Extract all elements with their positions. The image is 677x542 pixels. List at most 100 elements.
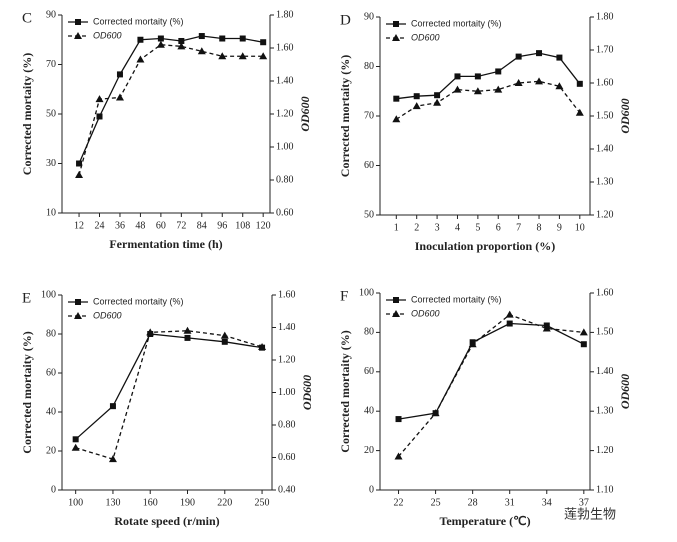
y-tick-label: 20 bbox=[364, 445, 374, 456]
x-tick-label: 108 bbox=[235, 220, 250, 231]
series-line bbox=[78, 35, 264, 164]
x-tick-label: 25 bbox=[431, 497, 441, 508]
x-tick-label: 7 bbox=[516, 222, 521, 233]
marker-triangle bbox=[259, 52, 268, 60]
x-tick-label: 8 bbox=[537, 222, 542, 233]
legend-label: OD600 bbox=[411, 308, 440, 318]
y-tick-label: 10 bbox=[46, 207, 56, 218]
marker-triangle bbox=[473, 87, 482, 95]
x-tick-label: 100 bbox=[68, 497, 83, 508]
legend-marker bbox=[74, 312, 82, 319]
y2-tick-label: 1.00 bbox=[278, 387, 296, 398]
y2-tick-label: 1.30 bbox=[596, 176, 614, 187]
marker-square bbox=[393, 95, 400, 102]
x-tick-label: 120 bbox=[256, 220, 271, 231]
x-tick-label: 3 bbox=[435, 222, 440, 233]
y-tick-label: 80 bbox=[46, 328, 56, 339]
y2-axis-label: OD600 bbox=[298, 96, 312, 131]
marker-triangle bbox=[431, 409, 440, 417]
x-tick-label: 22 bbox=[394, 497, 404, 508]
x-tick-label: 9 bbox=[557, 222, 562, 233]
marker-triangle bbox=[535, 77, 544, 85]
x-tick-label: 2 bbox=[414, 222, 419, 233]
legend-marker bbox=[393, 297, 399, 303]
y2-tick-label: 0.60 bbox=[276, 207, 294, 218]
y-tick-label: 70 bbox=[46, 59, 56, 70]
y-tick-label: 80 bbox=[364, 61, 374, 72]
marker-triangle bbox=[136, 55, 145, 63]
x-tick-label: 31 bbox=[505, 497, 515, 508]
marker-square bbox=[157, 35, 164, 42]
y-tick-label: 50 bbox=[46, 108, 56, 119]
marker-square bbox=[116, 71, 123, 78]
panel-label: C bbox=[22, 10, 32, 26]
marker-triangle bbox=[258, 343, 267, 350]
marker-triangle bbox=[218, 52, 227, 60]
marker-square bbox=[178, 37, 185, 44]
marker-triangle bbox=[108, 455, 117, 463]
marker-triangle bbox=[238, 52, 247, 60]
y-tick-label: 30 bbox=[46, 158, 56, 169]
y-tick-label: 100 bbox=[359, 287, 374, 298]
x-tick-label: 36 bbox=[115, 220, 125, 231]
marker-square bbox=[184, 334, 191, 341]
x-tick-label: 5 bbox=[475, 222, 480, 233]
marker-triangle bbox=[412, 102, 421, 110]
y2-tick-label: 1.20 bbox=[276, 108, 294, 119]
legend-label: Corrected mortaity (%) bbox=[93, 296, 184, 306]
marker-square bbox=[506, 320, 513, 327]
legend-label: Corrected mortaity (%) bbox=[93, 16, 184, 26]
legend-label: OD600 bbox=[93, 310, 122, 320]
marker-triangle bbox=[95, 95, 104, 103]
y2-tick-label: 0.60 bbox=[278, 452, 296, 463]
y-tick-label: 60 bbox=[46, 367, 56, 378]
y2-tick-label: 1.20 bbox=[278, 354, 296, 365]
legend-marker bbox=[393, 21, 399, 27]
y2-tick-label: 1.80 bbox=[596, 11, 614, 22]
x-tick-label: 37 bbox=[579, 497, 589, 508]
marker-triangle bbox=[453, 85, 462, 93]
legend-label: OD600 bbox=[411, 32, 440, 42]
x-tick-label: 48 bbox=[135, 220, 145, 231]
x-tick-label: 34 bbox=[542, 497, 552, 508]
series-line bbox=[395, 80, 581, 120]
marker-square bbox=[536, 50, 543, 57]
y2-tick-label: 1.50 bbox=[596, 327, 614, 338]
y2-tick-label: 1.60 bbox=[596, 77, 614, 88]
y-tick-label: 100 bbox=[41, 289, 56, 300]
marker-triangle bbox=[555, 82, 564, 90]
x-tick-label: 72 bbox=[176, 220, 186, 231]
marker-square bbox=[239, 35, 246, 42]
y-tick-label: 60 bbox=[364, 366, 374, 377]
marker-square bbox=[96, 113, 103, 120]
y2-tick-label: 1.10 bbox=[596, 484, 614, 495]
marker-square bbox=[576, 80, 583, 87]
legend-label: Corrected mortaity (%) bbox=[411, 18, 502, 28]
y2-tick-label: 1.60 bbox=[276, 42, 294, 53]
x-tick-label: 6 bbox=[496, 222, 501, 233]
marker-square bbox=[454, 73, 461, 80]
x-tick-label: 96 bbox=[217, 220, 227, 231]
y2-tick-label: 0.40 bbox=[278, 484, 296, 495]
watermark: 莲勃生物 bbox=[564, 508, 616, 523]
panel-label: E bbox=[22, 290, 31, 306]
y2-tick-label: 1.60 bbox=[596, 287, 614, 298]
y-tick-label: 0 bbox=[369, 484, 374, 495]
x-axis-label: Temperature (℃) bbox=[439, 514, 530, 528]
marker-square bbox=[72, 436, 79, 443]
marker-square bbox=[260, 39, 267, 46]
y2-tick-label: 1.30 bbox=[596, 405, 614, 416]
y2-tick-label: 1.40 bbox=[276, 75, 294, 86]
marker-square bbox=[413, 93, 420, 100]
marker-triangle bbox=[220, 331, 229, 339]
marker-triangle bbox=[197, 47, 206, 55]
legend-marker bbox=[74, 32, 82, 39]
marker-triangle bbox=[433, 98, 442, 106]
y-tick-label: 50 bbox=[364, 209, 374, 220]
legend-label: OD600 bbox=[93, 30, 122, 40]
y2-tick-label: 1.80 bbox=[276, 9, 294, 20]
y-tick-label: 40 bbox=[364, 405, 374, 416]
y-tick-label: 80 bbox=[364, 327, 374, 338]
y-axis-label: Corrected mortaity (%) bbox=[338, 55, 352, 177]
